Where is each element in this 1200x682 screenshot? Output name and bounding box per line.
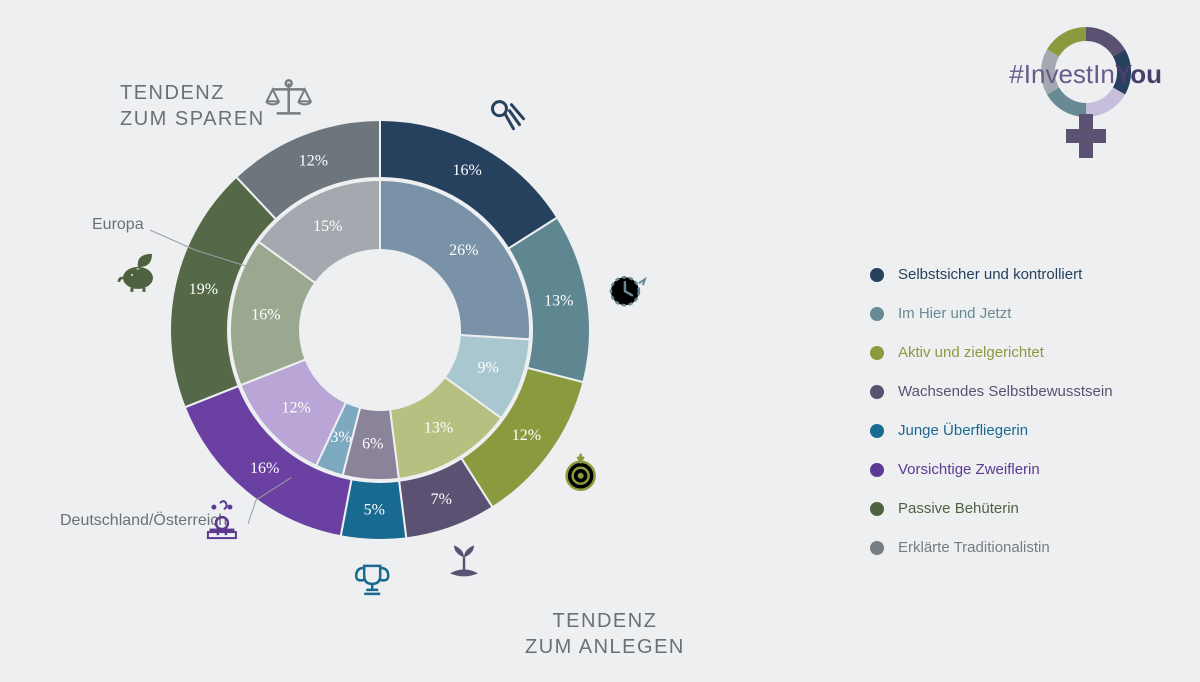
legend-item-aktiv: Aktiv und zielgerichtet [870,344,1130,361]
legend-item-junge: Junge Überfliegerin [870,422,1130,439]
legend-dot-icon [870,424,884,438]
target-icon [567,454,595,490]
logo-text-prefix: #InvestIn [1009,59,1115,89]
inner-value-aktiv: 13% [424,420,453,437]
legend-item-traditionalistin: Erklärte Traditionalistin [870,539,1130,556]
outer-value-traditionalistin: 12% [299,152,328,169]
legend-dot-icon [870,502,884,516]
legend-label: Erklärte Traditionalistin [898,539,1050,556]
legend-item-passive: Passive Behüterin [870,500,1130,517]
legend-item-vorsichtig: Vorsichtige Zweiflerin [870,461,1130,478]
legend-label: Junge Überfliegerin [898,422,1028,439]
legend-dot-icon [870,385,884,399]
legend: Selbstsicher und kontrolliert Im Hier und… [870,266,1130,578]
inner-value-wachsend: 6% [362,435,383,452]
outer-value-junge: 5% [364,502,385,519]
logo-text-accent: You [1115,59,1162,89]
legend-dot-icon [870,268,884,282]
legend-item-hier_und_jetzt: Im Hier und Jetzt [870,305,1130,322]
outer-value-wachsend: 7% [431,491,452,508]
legend-dot-icon [870,541,884,555]
inner-value-selbstsicher: 26% [449,242,478,259]
legend-label: Selbstsicher und kontrolliert [898,266,1082,283]
ok-hand-icon [492,102,523,129]
outer-value-aktiv: 12% [512,427,541,444]
outer-value-passive: 19% [189,281,218,298]
outer-value-selbstsicher: 16% [453,162,482,179]
inner-value-hier_und_jetzt: 9% [478,360,499,377]
clock-icon [611,277,645,305]
legend-label: Aktiv und zielgerichtet [898,344,1044,361]
piggy-icon [119,254,153,292]
legend-item-wachsend: Wachsendes Selbstbewusstsein [870,383,1130,400]
sprout-icon [450,545,478,576]
trophy-icon [356,566,388,594]
inner-value-junge: 3% [330,429,351,446]
outer-value-hier_und_jetzt: 13% [544,292,573,309]
investinyou-logo: #InvestInYou [1009,22,1162,90]
legend-label: Passive Behüterin [898,500,1019,517]
legend-label: Im Hier und Jetzt [898,305,1011,322]
scale-icon [267,80,311,113]
legend-dot-icon [870,307,884,321]
legend-dot-icon [870,346,884,360]
legend-label: Vorsichtige Zweiflerin [898,461,1040,478]
inner-value-traditionalistin: 15% [313,218,342,235]
outer-value-vorsichtig: 16% [250,460,279,477]
legend-label: Wachsendes Selbstbewusstsein [898,383,1113,400]
legend-dot-icon [870,463,884,477]
question-icon [208,501,236,538]
legend-item-selbstsicher: Selbstsicher und kontrolliert [870,266,1130,283]
inner-value-vorsichtig: 12% [282,399,311,416]
inner-value-passive: 16% [251,306,280,323]
